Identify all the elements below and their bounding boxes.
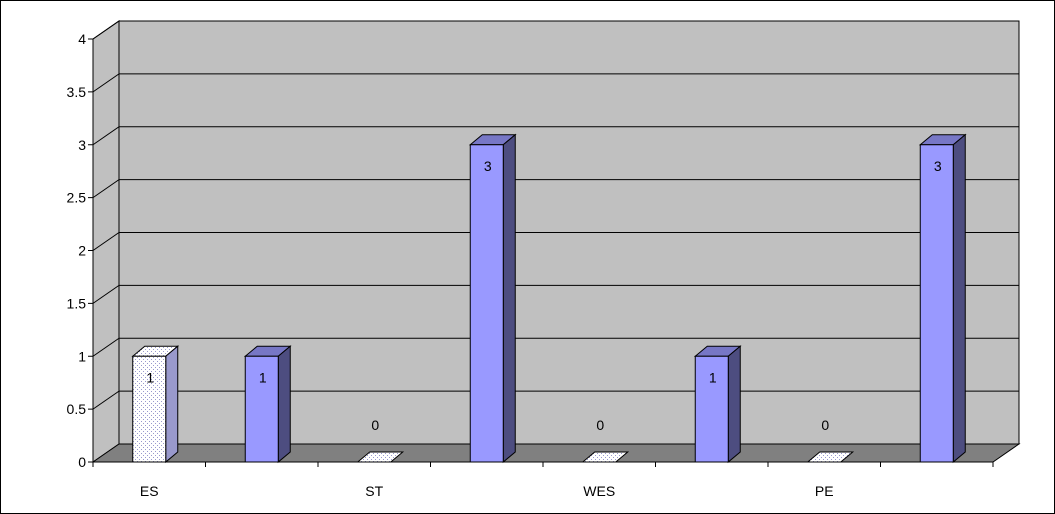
y-tick-label: 0 [78, 454, 86, 470]
bar-top-face [356, 451, 405, 463]
bar-solid [468, 133, 517, 464]
bar-dotted [806, 451, 855, 463]
data-label: 1 [259, 369, 267, 385]
bar-side-face [165, 345, 179, 464]
gridline-side [92, 126, 120, 146]
data-label: 0 [596, 417, 604, 433]
gridline-side [92, 284, 120, 304]
data-label: 1 [146, 369, 154, 385]
floor [91, 443, 1021, 463]
gridline-side [92, 73, 120, 93]
y-tick-label: 1 [78, 348, 86, 364]
y-tick-label: 0.5 [67, 401, 87, 417]
bar-side-face [727, 345, 741, 464]
bar-side-face [502, 133, 516, 464]
bar-top-face [581, 451, 630, 463]
bar-top-face [806, 451, 855, 463]
x-tick-label: ST [365, 483, 383, 499]
y-tick-label: 3 [78, 137, 86, 153]
y-tick-label: 2 [78, 243, 86, 259]
bar-front-face [919, 144, 954, 463]
bar-front-face [469, 144, 504, 463]
bar-solid [243, 345, 292, 464]
bar-front-face [694, 355, 729, 463]
bar-solid [693, 345, 742, 464]
data-label: 3 [484, 158, 492, 174]
x-tick-label: PE [815, 483, 834, 499]
bar-side-face [952, 133, 966, 464]
bar-front-face [132, 355, 167, 463]
bar-front-face [244, 355, 279, 463]
bar-dotted [356, 451, 405, 463]
x-tick-label: ES [140, 483, 159, 499]
gridline-side [92, 179, 120, 199]
gridline-side [92, 390, 120, 410]
bar-dotted [131, 345, 180, 464]
y-tick-label: 3.5 [67, 84, 87, 100]
bar-solid [918, 133, 967, 464]
gridline-side [92, 232, 120, 251]
bar-dotted [581, 451, 630, 463]
data-label: 1 [709, 369, 717, 385]
data-label: 3 [934, 158, 942, 174]
data-label: 0 [371, 417, 379, 433]
gridline-side [92, 20, 120, 40]
x-tick-label: WES [583, 483, 615, 499]
bar-side-face [277, 345, 291, 464]
y-tick-label: 4 [78, 31, 86, 47]
y-tick-label: 1.5 [67, 295, 87, 311]
y-tick-label: 2.5 [67, 190, 87, 206]
gridline-side [92, 337, 120, 357]
data-label: 0 [821, 417, 829, 433]
